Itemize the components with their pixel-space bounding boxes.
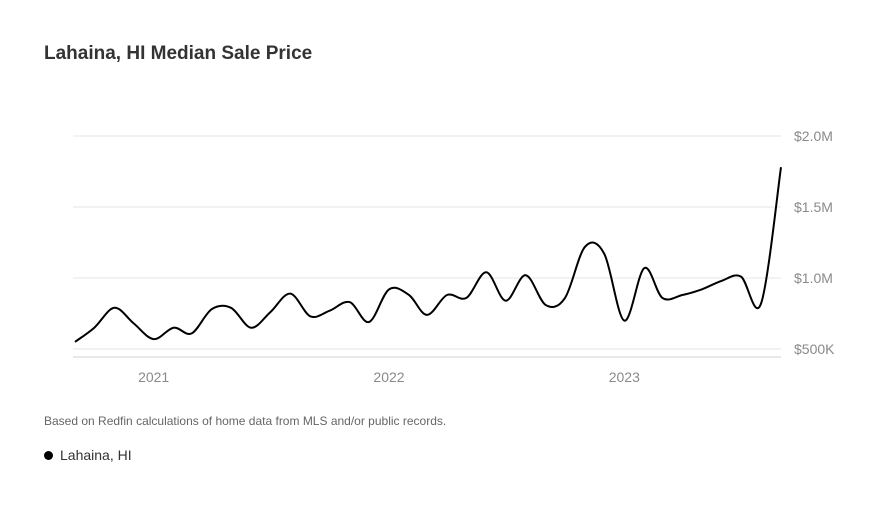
- y-axis-ticks: $500K $1.0M $1.5M $2.0M: [794, 128, 835, 357]
- x-tick-label: 2022: [373, 369, 404, 385]
- chart-title: Lahaina, HI Median Sale Price: [44, 43, 313, 64]
- y-tick-label: $1.5M: [794, 199, 833, 215]
- legend-marker: [44, 450, 53, 460]
- x-tick-label: 2023: [609, 369, 640, 385]
- y-tick-label: $2.0M: [794, 128, 833, 144]
- source-note: Based on Redfin calculations of home dat…: [44, 414, 447, 428]
- line-chart: $500K $1.0M $1.5M $2.0M 2021 2022 2023: [73, 128, 835, 385]
- y-tick-label: $500K: [794, 341, 835, 357]
- gridlines: [73, 135, 781, 358]
- x-axis-ticks: 2021 2022 2023: [138, 369, 640, 385]
- y-tick-label: $1.0M: [794, 270, 833, 286]
- legend-label: Lahaina, HI: [60, 447, 132, 463]
- legend: Lahaina, HI: [44, 447, 132, 463]
- series-line-lahaina: [74, 167, 782, 343]
- x-tick-label: 2021: [138, 369, 169, 385]
